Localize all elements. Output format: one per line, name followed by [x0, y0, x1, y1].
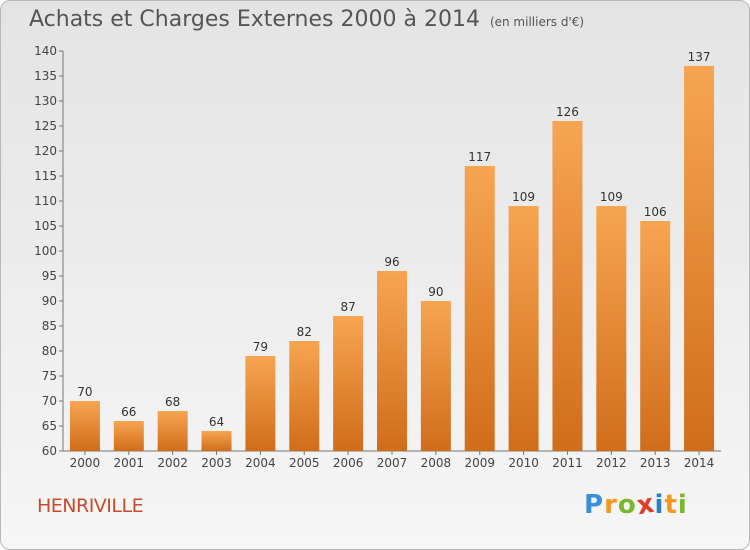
bar-value-label: 126: [556, 105, 579, 119]
bar: [333, 316, 364, 451]
logo-letter: t: [664, 490, 678, 520]
logo-letter: i: [654, 490, 665, 520]
x-tick-label: 2014: [684, 456, 715, 470]
bar: [420, 301, 451, 451]
y-tick-label: 110: [34, 194, 57, 208]
x-tick-label: 2007: [377, 456, 408, 470]
y-tick-label: 115: [34, 169, 57, 183]
place-name: HENRIVILLE: [37, 495, 144, 517]
y-tick-label: 60: [42, 444, 57, 458]
bar: [508, 206, 539, 451]
y-tick-label: 70: [42, 394, 57, 408]
x-tick-label: 2013: [640, 456, 671, 470]
bar-value-label: 137: [688, 50, 711, 64]
y-tick-label: 80: [42, 344, 57, 358]
bar-value-label: 82: [297, 325, 312, 339]
bar: [684, 66, 715, 451]
bar-value-label: 64: [209, 415, 224, 429]
y-tick-label: 65: [42, 419, 57, 433]
logo-letter: r: [604, 490, 618, 520]
bar: [201, 431, 232, 451]
bar-value-label: 106: [644, 205, 667, 219]
bar: [245, 356, 276, 451]
chart-title-text: Achats et Charges Externes 2000 à 2014: [29, 7, 480, 32]
bar-value-label: 109: [512, 190, 535, 204]
bar-value-label: 79: [253, 340, 268, 354]
x-tick-label: 2011: [552, 456, 583, 470]
x-tick-label: 2006: [333, 456, 364, 470]
x-tick-label: 2009: [464, 456, 495, 470]
y-tick-label: 130: [34, 94, 57, 108]
bar-value-label: 117: [468, 150, 491, 164]
bar: [640, 221, 671, 451]
bar: [464, 166, 495, 451]
x-tick-label: 2005: [289, 456, 320, 470]
x-tick-label: 2008: [421, 456, 452, 470]
chart-subtitle: (en milliers d'€): [489, 15, 585, 29]
bar-value-label: 70: [77, 385, 92, 399]
bar: [113, 421, 144, 451]
bar-value-label: 66: [121, 405, 136, 419]
chart-title: Achats et Charges Externes 2000 à 2014 (e…: [29, 7, 584, 32]
bar: [157, 411, 188, 451]
x-tick-label: 2003: [201, 456, 232, 470]
bar-value-label: 96: [384, 255, 399, 269]
bar: [596, 206, 627, 451]
logo-letter: o: [617, 490, 637, 520]
bar: [69, 401, 100, 451]
bar: [377, 271, 407, 451]
y-tick-label: 90: [42, 294, 57, 308]
y-tick-label: 105: [34, 219, 57, 233]
x-tick-label: 2004: [245, 456, 276, 470]
x-tick-label: 2010: [508, 456, 539, 470]
x-tick-label: 2000: [70, 456, 101, 470]
y-tick-label: 95: [42, 269, 57, 283]
x-tick-label: 2001: [114, 456, 145, 470]
x-tick-label: 2012: [596, 456, 627, 470]
y-tick-label: 125: [34, 119, 57, 133]
y-tick-label: 140: [34, 44, 57, 58]
bar: [552, 121, 583, 451]
y-tick-label: 120: [34, 144, 57, 158]
y-tick-label: 75: [42, 369, 57, 383]
logo-letter: P: [584, 490, 605, 520]
bar-value-label: 68: [165, 395, 180, 409]
bar-value-label: 90: [428, 285, 443, 299]
y-tick-label: 85: [42, 319, 57, 333]
y-tick-label: 135: [34, 69, 57, 83]
bar: [289, 341, 320, 451]
logo-letter: i: [677, 490, 688, 520]
proxiti-logo: Proxiti: [584, 489, 688, 522]
x-tick-label: 2002: [157, 456, 188, 470]
bar-value-label: 87: [340, 300, 355, 314]
bar-value-label: 109: [600, 190, 623, 204]
y-tick-label: 100: [34, 244, 57, 258]
